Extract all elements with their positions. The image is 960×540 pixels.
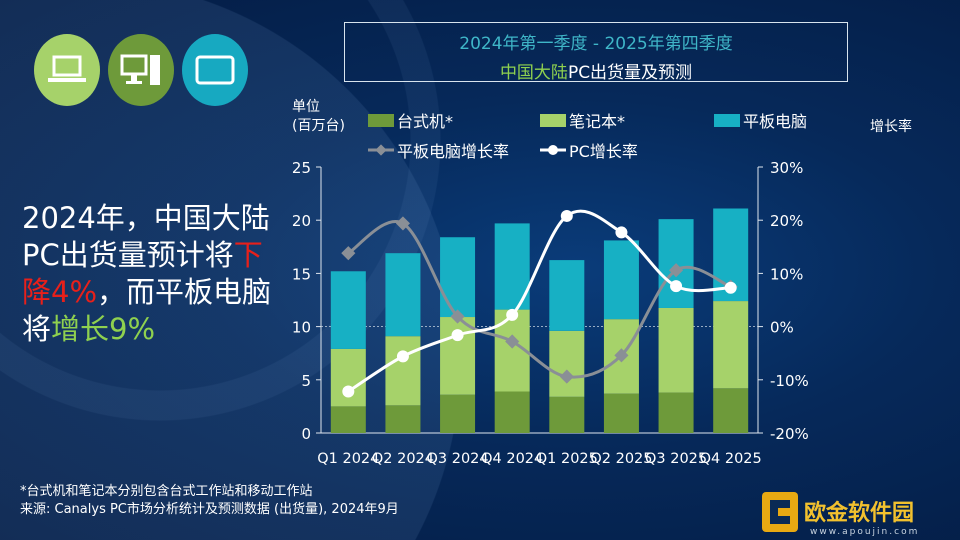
bar-segment [330,406,366,433]
data-point [615,226,628,239]
x-tick-label: Q3 2025 [645,451,707,467]
bar-segment [549,330,585,397]
watermark-logo: 欧金软件园 www.apoujin.com [760,488,956,536]
bar-segment [330,348,366,407]
legend-desktop: 台式机* [368,108,453,132]
y2-axis-label: 增长率 [870,119,912,135]
data-point [450,309,465,324]
data-point [396,350,409,363]
y2-tick-label: 20% [770,212,803,230]
legend-swatch [368,113,394,127]
bar-segment [658,307,694,393]
data-point [668,263,684,278]
bar-segment [549,396,585,433]
legend-label: 平板电脑增长率 [397,142,510,161]
bar-segment [440,394,476,433]
data-point [341,246,356,261]
bar-segment [603,240,639,320]
laptop-icon [34,34,100,106]
data-point [614,348,629,363]
x-tick-label: Q4 2025 [700,451,762,467]
legend-tablet-growth: 平板电脑增长率 [368,138,509,162]
bar-segment [385,405,421,433]
data-point [342,385,355,398]
bar-segment [658,392,694,433]
data-point [505,334,520,349]
legend-label: 台式机* [397,112,454,131]
y2-tick-label: 0% [770,319,794,337]
headline-text: 2024年，中国大陆PC出货量预计将 [22,201,270,272]
x-tick-label: Q4 2024 [481,451,543,467]
x-tick-label: Q2 2025 [590,451,652,467]
data-point [724,281,737,294]
data-point [670,280,683,293]
tablet-icon [182,34,248,106]
watermark-name: 欧金软件园 [804,500,914,526]
headline-growth: 增长9% [51,312,156,346]
growth-line [347,209,731,393]
y-axis-unit: 单位 (百万台) [292,98,345,136]
y2-tick-label: 30% [770,159,803,177]
bar-segment [330,271,366,349]
legend-tablet: 平板电脑 [714,108,807,132]
headline-text-2: ，而平板电脑将 [22,275,272,346]
legend-notebook: 笔记本* [540,108,625,132]
legend-label: 平板电脑 [743,112,808,131]
bar-segment [494,391,530,433]
data-point [451,329,464,342]
y-tick-label: 15 [292,265,311,283]
chart-title-region: 中国大陆 [499,63,568,83]
bar-segment [440,237,476,318]
watermark-url: www.apoujin.com [810,527,919,536]
x-tick-label: Q1 2024 [317,451,379,467]
legend-swatch [540,113,566,127]
headline: 2024年，中国大陆PC出货量预计将下降4%，而平板电脑将增长9% [22,200,272,348]
legend-pc-growth: PC增长率 [540,138,638,162]
chart-title: 中国大陆PC出货量及预测 [345,58,847,83]
data-point [559,369,574,384]
y2-tick-label: -10% [770,372,809,390]
y-tick-label: 25 [292,159,311,177]
bar-segment [549,260,585,331]
x-tick-label: Q2 2024 [372,451,434,467]
bar-segment [440,317,476,395]
x-tick-label: Q1 2025 [536,451,598,467]
bar-segment [385,253,421,337]
chart-title-period: 2024年第一季度 - 2025年第四季度 [459,34,733,54]
legend-label: PC增长率 [569,142,638,161]
y-axis-unit-line1: 单位 [292,99,320,115]
chart-title-main: PC出货量及预测 [567,63,693,83]
y-tick-label: 10 [292,319,311,337]
bar-segment [713,388,749,433]
y2-tick-label: 10% [770,265,803,283]
legend-line-circle-icon [540,145,566,155]
legend-line-diamond-icon [368,144,394,156]
y-tick-label: 20 [292,212,311,230]
y-tick-label: 5 [301,372,311,390]
footnote: *台式机和笔记本分别包含台式工作站和移动工作站 [20,484,313,499]
legend-swatch [714,113,740,127]
bar-segment [603,393,639,433]
data-point [560,209,573,222]
y2-tick-label: -20% [770,425,809,443]
source-note: 来源: Canalys PC市场分析统计及预测数据 (出货量), 2024年9月 [20,502,399,517]
legend-label: 笔记本* [569,112,626,131]
desktop-icon [108,34,174,106]
bar-segment [713,301,749,389]
y-axis-unit-line2: (百万台) [292,118,345,134]
x-tick-label: Q3 2024 [426,451,488,467]
data-point [506,308,519,321]
bar-segment [385,336,421,406]
data-point [395,216,411,231]
chart-title-box: 2024年第一季度 - 2025年第四季度 中国大陆PC出货量及预测 [344,22,848,83]
headline-decline: 下降4% [22,238,263,309]
y-tick-label: 0 [301,425,311,443]
growth-line [347,219,732,379]
